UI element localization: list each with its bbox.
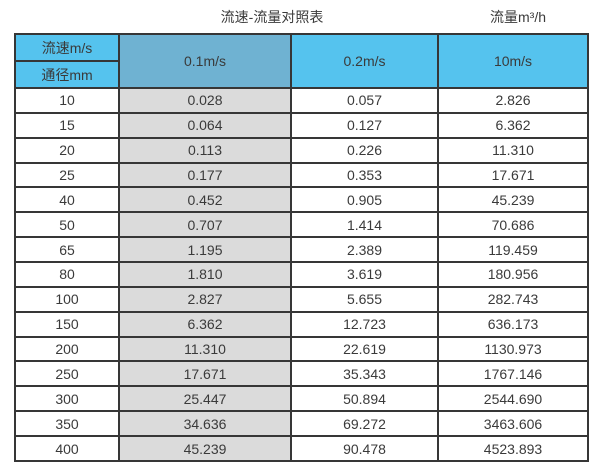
diameter-cell: 300 — [15, 386, 119, 412]
flow-value-cell: 1.810 — [119, 262, 291, 287]
flow-value-cell: 0.226 — [291, 137, 438, 163]
diameter-cell: 25 — [15, 162, 119, 188]
flow-value-cell: 0.057 — [291, 88, 438, 113]
flow-value-cell: 3.619 — [291, 262, 438, 287]
flow-value-cell: 0.905 — [291, 187, 438, 213]
diameter-cell: 50 — [15, 212, 119, 238]
flow-value-cell: 69.272 — [291, 411, 438, 437]
flow-value-cell: 45.239 — [119, 436, 291, 461]
flow-value-cell: 35.343 — [291, 361, 438, 387]
header-row-top: 流速m/s 0.1m/s 0.2m/s 10m/s — [15, 34, 588, 88]
header-col-0-2ms: 0.2m/s — [291, 34, 438, 88]
flow-value-cell: 2.826 — [438, 88, 588, 113]
flow-value-cell: 2544.690 — [438, 386, 588, 412]
flow-value-cell: 70.686 — [438, 212, 588, 238]
diameter-cell: 10 — [15, 88, 119, 113]
flow-value-cell: 4523.893 — [438, 436, 588, 461]
flow-value-cell: 636.173 — [438, 311, 588, 337]
table-body: 10 0.028 0.057 2.826 15 0.064 0.127 6.362 20 0.11… — [15, 88, 588, 461]
flow-value-cell: 2.389 — [291, 237, 438, 263]
flow-value-cell: 90.478 — [291, 436, 438, 461]
flow-value-cell: 2.827 — [119, 286, 291, 312]
flow-value-cell: 1.195 — [119, 237, 291, 263]
table-row: 250 17.671 35.343 1767.146 — [15, 361, 588, 387]
header-diameter: 通径mm — [15, 61, 119, 88]
flow-value-cell: 0.113 — [119, 137, 291, 163]
flow-value-cell: 3463.606 — [438, 411, 588, 437]
diameter-cell: 350 — [15, 411, 119, 437]
table-row: 350 34.636 69.272 3463.606 — [15, 411, 588, 437]
table-row: 20 0.113 0.226 11.310 — [15, 137, 588, 163]
table-row: 300 25.447 50.894 2544.690 — [15, 386, 588, 412]
diameter-cell: 40 — [15, 187, 119, 213]
flow-value-cell: 34.636 — [119, 411, 291, 437]
table-row: 65 1.195 2.389 119.459 — [15, 237, 588, 263]
table-row: 10 0.028 0.057 2.826 — [15, 88, 588, 113]
flow-value-cell: 50.894 — [291, 386, 438, 412]
flow-value-cell: 0.064 — [119, 112, 291, 138]
diameter-cell: 15 — [15, 112, 119, 138]
flow-value-cell: 22.619 — [291, 336, 438, 362]
table-row: 50 0.707 1.414 70.686 — [15, 212, 588, 238]
header-col-0-1ms: 0.1m/s — [119, 34, 291, 88]
flow-value-cell: 1.414 — [291, 212, 438, 238]
flow-value-cell: 17.671 — [438, 162, 588, 188]
diameter-cell: 400 — [15, 436, 119, 461]
diameter-cell: 20 — [15, 137, 119, 163]
flow-value-cell: 282.743 — [438, 286, 588, 312]
flow-value-cell: 119.459 — [438, 237, 588, 263]
flow-value-cell: 0.028 — [119, 88, 291, 113]
flow-rate-table: 流速m/s 0.1m/s 0.2m/s 10m/s 通径mm 10 0.028 0.… — [14, 33, 589, 462]
table-row: 100 2.827 5.655 282.743 — [15, 286, 588, 312]
flow-value-cell: 0.353 — [291, 162, 438, 188]
flow-value-cell: 0.452 — [119, 187, 291, 213]
flow-value-cell: 11.310 — [438, 137, 588, 163]
table-row: 25 0.177 0.353 17.671 — [15, 162, 588, 188]
diameter-cell: 100 — [15, 286, 119, 312]
flow-value-cell: 6.362 — [438, 112, 588, 138]
table-title: 流速-流量对照表 — [220, 9, 324, 25]
diameter-cell: 250 — [15, 361, 119, 387]
flow-value-cell: 180.956 — [438, 262, 588, 287]
flow-value-cell: 45.239 — [438, 187, 588, 213]
flow-value-cell: 1767.146 — [438, 361, 588, 387]
flow-value-cell: 0.127 — [291, 112, 438, 138]
table-row: 200 11.310 22.619 1130.973 — [15, 336, 588, 362]
flow-value-cell: 12.723 — [291, 311, 438, 337]
diameter-cell: 65 — [15, 237, 119, 263]
flow-value-cell: 6.362 — [119, 311, 291, 337]
table-row: 400 45.239 90.478 4523.893 — [15, 436, 588, 461]
diameter-cell: 80 — [15, 262, 119, 287]
flow-value-cell: 5.655 — [291, 286, 438, 312]
diameter-cell: 200 — [15, 336, 119, 362]
flow-value-cell: 1130.973 — [438, 336, 588, 362]
flow-value-cell: 0.707 — [119, 212, 291, 238]
flow-value-cell: 11.310 — [119, 336, 291, 362]
diameter-cell: 150 — [15, 311, 119, 337]
flow-unit-title: 流量m³/h — [490, 9, 546, 25]
table-row: 150 6.362 12.723 636.173 — [15, 311, 588, 337]
table-header: 流速m/s 0.1m/s 0.2m/s 10m/s 通径mm — [15, 34, 588, 88]
table-row: 40 0.452 0.905 45.239 — [15, 187, 588, 213]
flow-value-cell: 25.447 — [119, 386, 291, 412]
flow-value-cell: 17.671 — [119, 361, 291, 387]
table-row: 80 1.810 3.619 180.956 — [15, 262, 588, 287]
table-row: 15 0.064 0.127 6.362 — [15, 112, 588, 138]
flow-value-cell: 0.177 — [119, 162, 291, 188]
header-flow-velocity: 流速m/s — [15, 34, 119, 61]
header-col-10ms: 10m/s — [438, 34, 588, 88]
header-row-bottom: 通径mm — [15, 61, 588, 88]
